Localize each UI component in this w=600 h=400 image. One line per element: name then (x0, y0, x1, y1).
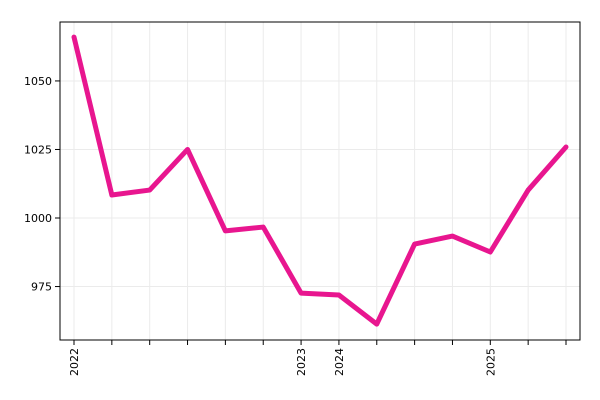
x-tick-label: 2024 (333, 348, 346, 376)
x-tick: 2025 (484, 340, 497, 376)
y-tick-label: 1050 (24, 75, 52, 88)
line-series (71, 34, 569, 327)
y-tick: 1025 (24, 143, 60, 156)
x-tick: 2022 (68, 340, 81, 376)
x-tick-label: 2025 (484, 348, 497, 376)
x-tick: 2023 (295, 340, 308, 376)
x-tick: 2024 (333, 340, 346, 376)
y-tick: 975 (31, 281, 60, 294)
plot-frame (59, 21, 581, 341)
x-tick-label: 2023 (295, 348, 308, 376)
y-tick-label: 1025 (24, 143, 52, 156)
y-tick-label: 1000 (24, 212, 52, 225)
y-tick-label: 975 (31, 281, 52, 294)
y-tick: 1050 (24, 75, 60, 88)
y-tick: 1000 (24, 212, 60, 225)
x-tick-label: 2022 (68, 348, 81, 376)
